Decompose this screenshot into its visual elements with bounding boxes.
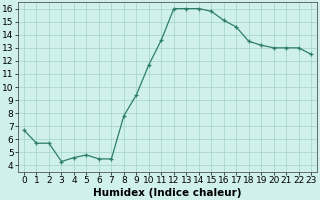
- X-axis label: Humidex (Indice chaleur): Humidex (Indice chaleur): [93, 188, 242, 198]
